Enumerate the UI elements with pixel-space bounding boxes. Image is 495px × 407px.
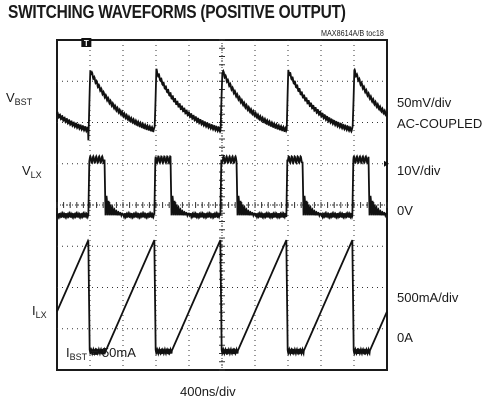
trigger-marker-label: T	[84, 39, 89, 48]
document-id: MAX8614A/B toc18	[321, 29, 384, 38]
vlx-scale: 10V/div	[397, 163, 441, 178]
ilx-trace	[56, 238, 388, 357]
vbst-trace	[56, 67, 388, 141]
vlx-label: VLX	[22, 163, 42, 180]
trigger-marker-icon	[81, 38, 92, 47]
ilx-label: ILX	[32, 303, 47, 320]
timebase-label: 400ns/div	[180, 384, 236, 399]
vlx-zero: 0V	[397, 203, 413, 218]
ilx-zero: 0A	[397, 330, 413, 345]
vlx-trace	[56, 154, 388, 220]
vbst-coupling: AC-COUPLED	[397, 116, 483, 131]
ilx-scale: 500mA/div	[397, 290, 459, 305]
channel-marker-icon	[384, 160, 389, 167]
ibst-annotation: IBST = 50mA	[66, 345, 136, 362]
vbst-scale: 50mV/div	[397, 95, 452, 110]
vbst-label: VBST	[6, 90, 33, 107]
chart-title: SWITCHING WAVEFORMS (POSITIVE OUTPUT)	[8, 2, 346, 22]
